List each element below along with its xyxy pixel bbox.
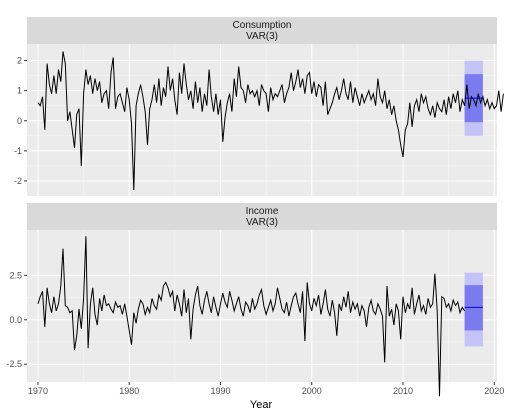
- strip-title-consumption: Consumption: [233, 20, 292, 31]
- y-tick-label: 2.5: [9, 270, 22, 280]
- y-tick-label: 0.0: [9, 315, 22, 325]
- x-tick-label: 2000: [302, 386, 322, 396]
- x-axis-title: Year: [250, 399, 273, 411]
- panel-bg-income: [27, 230, 497, 382]
- watermark-text: https://blog.csdn.net/qq_19600291: [328, 398, 512, 412]
- strip-income: [27, 203, 497, 230]
- panel-bg-consumption: [27, 44, 497, 196]
- strip-title-income: Income: [246, 206, 279, 217]
- x-tick-label: 1980: [119, 386, 139, 396]
- x-tick-label: 1970: [28, 386, 48, 396]
- strip-subtitle-income: VAR(3): [246, 217, 278, 228]
- y-tick-label: -1: [14, 146, 22, 156]
- x-tick-label: 2020: [484, 386, 504, 396]
- x-tick-label: 1990: [210, 386, 230, 396]
- series-line-income: [37, 236, 466, 397]
- y-tick-label: 2: [17, 56, 22, 66]
- y-tick-label: -2.5: [6, 359, 22, 369]
- y-tick-label: -2: [14, 176, 22, 186]
- strip-subtitle-consumption: VAR(3): [246, 31, 278, 42]
- y-tick-label: 1: [17, 86, 22, 96]
- panels-layer: ConsumptionVAR(3)-2-1012IncomeVAR(3)-2.5…: [6, 17, 504, 397]
- x-tick-label: 2010: [393, 386, 413, 396]
- series-line-consumption: [37, 51, 504, 191]
- strip-consumption: [27, 17, 497, 44]
- y-tick-label: 0: [17, 116, 22, 126]
